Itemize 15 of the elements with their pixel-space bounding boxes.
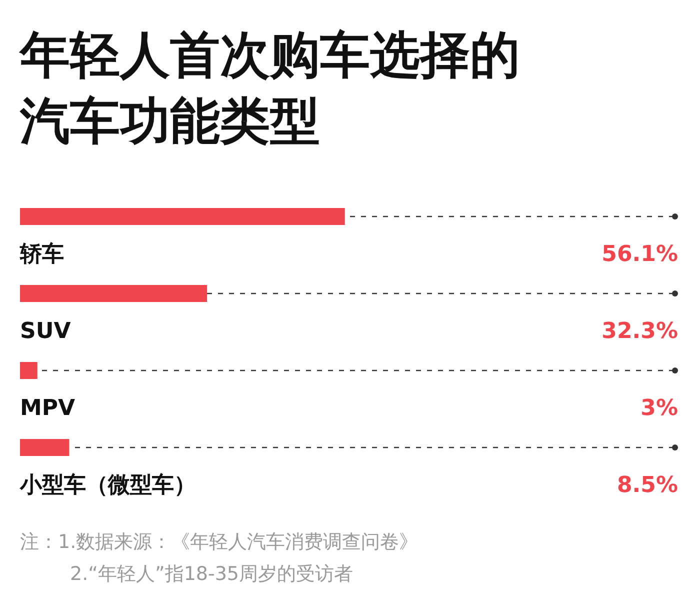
y-tick-label: MPV [20,396,76,421]
data-label: 8.5% [616,473,678,498]
text: 注：1.数据来源：《年轻人汽车消费调查问卷》 [20,531,418,553]
chart-title: 年轻人首次购车选择的汽车功能类型 [18,26,520,150]
data-label: 32.3% [602,319,678,344]
y-tick-label: SUV [20,319,71,344]
data-label: 56.1% [602,242,678,267]
bar [20,439,70,456]
bar [20,285,208,302]
text: 2.“年轻人”指18-35周岁的受访者 [70,563,354,585]
y-tick-label: 轿车 [19,241,64,267]
bar [20,208,345,225]
data-label: 3% [640,396,678,421]
y-tick-label: 小型车（微型车） [19,472,196,498]
bar [20,362,38,379]
